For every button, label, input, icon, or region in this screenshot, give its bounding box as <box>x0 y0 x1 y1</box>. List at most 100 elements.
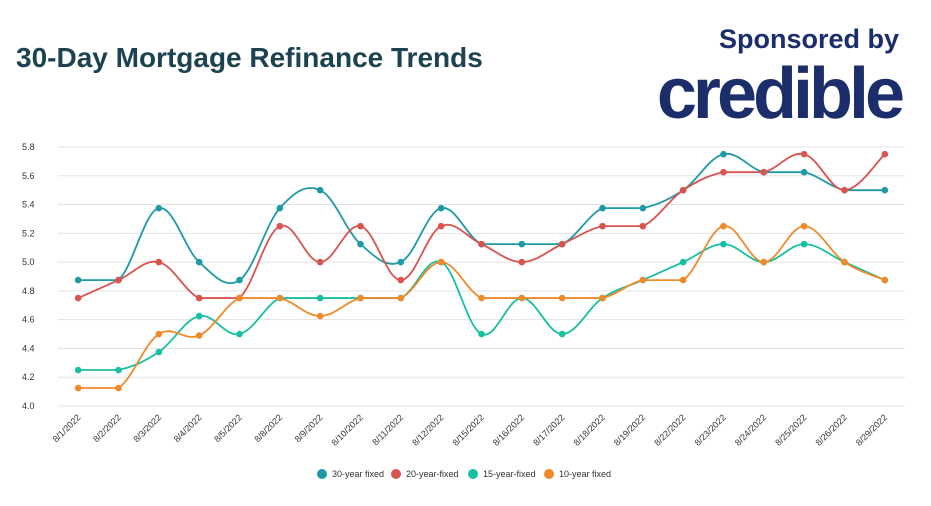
x-tick-label: 8/16/2022 <box>491 412 526 447</box>
data-point[interactable] <box>478 240 485 248</box>
data-point[interactable] <box>720 168 727 176</box>
x-tick-label: 8/24/2022 <box>733 412 768 447</box>
data-point[interactable] <box>639 276 647 284</box>
y-axis-ticks: 4.0 4.2 4.4 4.6 4.8 5.0 5.2 5.4 5.6 5.8 <box>22 142 35 411</box>
data-point[interactable] <box>599 294 606 302</box>
data-point[interactable] <box>639 222 647 230</box>
data-point[interactable] <box>679 276 687 284</box>
data-point[interactable] <box>236 276 243 284</box>
data-point[interactable] <box>881 186 889 194</box>
data-point[interactable] <box>478 330 485 338</box>
x-tick-label: 8/29/2022 <box>854 412 889 447</box>
data-point[interactable] <box>800 222 808 230</box>
data-point[interactable] <box>115 276 122 284</box>
data-point[interactable] <box>518 258 526 266</box>
x-tick-label: 8/19/2022 <box>612 412 647 447</box>
data-point[interactable] <box>841 258 848 266</box>
data-point[interactable] <box>195 258 203 266</box>
data-point[interactable] <box>720 222 727 230</box>
data-point[interactable] <box>74 276 82 284</box>
legend-label: 15-year-fixed <box>483 469 536 479</box>
data-point[interactable] <box>397 276 405 284</box>
data-point[interactable] <box>115 366 122 374</box>
data-point[interactable] <box>518 240 526 248</box>
x-tick-label: 8/23/2022 <box>693 412 728 447</box>
data-point[interactable] <box>155 348 163 356</box>
x-tick-label: 8/15/2022 <box>451 412 486 447</box>
x-tick-label: 8/22/2022 <box>652 412 687 447</box>
data-point[interactable] <box>437 258 445 266</box>
data-point[interactable] <box>558 294 566 302</box>
data-point[interactable] <box>155 330 163 338</box>
data-point[interactable] <box>155 204 163 212</box>
data-point[interactable] <box>195 332 203 339</box>
data-point[interactable] <box>236 294 243 302</box>
y-tick-label: 4.6 <box>22 315 35 325</box>
legend-swatch <box>317 469 327 479</box>
data-point[interactable] <box>437 204 445 212</box>
data-point[interactable] <box>558 330 566 338</box>
data-point[interactable] <box>357 240 364 248</box>
data-point[interactable] <box>357 222 364 230</box>
data-point[interactable] <box>316 258 324 266</box>
data-point[interactable] <box>558 240 566 248</box>
legend-label: 20-year-fixed <box>406 469 459 479</box>
credible-logo: credible <box>656 54 905 134</box>
legend-label: 30-year fixed <box>332 469 384 479</box>
series-lines <box>77 153 886 389</box>
data-point[interactable] <box>276 222 284 230</box>
data-point[interactable] <box>195 294 203 302</box>
data-point[interactable] <box>236 330 243 338</box>
data-point[interactable] <box>397 294 405 302</box>
data-point[interactable] <box>115 384 122 392</box>
data-point[interactable] <box>397 258 405 266</box>
y-tick-label: 5.0 <box>22 257 35 267</box>
data-point[interactable] <box>599 222 606 230</box>
x-tick-label: 8/5/2022 <box>212 412 244 444</box>
y-tick-label: 5.8 <box>22 142 35 152</box>
data-point[interactable] <box>316 186 324 194</box>
data-point[interactable] <box>478 294 485 302</box>
data-point[interactable] <box>720 150 727 158</box>
data-point[interactable] <box>316 312 324 320</box>
data-point[interactable] <box>639 204 647 212</box>
data-point[interactable] <box>841 186 848 194</box>
x-tick-label: 8/1/2022 <box>51 412 83 444</box>
data-point[interactable] <box>679 258 687 266</box>
data-point[interactable] <box>599 204 606 212</box>
data-point[interactable] <box>276 294 284 302</box>
x-tick-label: 8/10/2022 <box>330 412 365 447</box>
series-line-0 <box>78 153 885 285</box>
data-point[interactable] <box>760 258 768 266</box>
data-point[interactable] <box>316 294 324 302</box>
data-point[interactable] <box>276 204 284 212</box>
y-tick-label: 4.2 <box>22 372 35 382</box>
data-point[interactable] <box>679 186 687 194</box>
x-tick-label: 8/12/2022 <box>410 412 445 447</box>
x-tick-label: 8/11/2022 <box>370 412 405 447</box>
data-point[interactable] <box>518 294 526 302</box>
data-point[interactable] <box>195 312 203 320</box>
data-point[interactable] <box>881 276 889 284</box>
x-tick-label: 8/9/2022 <box>293 412 325 444</box>
data-point[interactable] <box>74 384 82 392</box>
data-point[interactable] <box>760 168 768 176</box>
x-tick-label: 8/26/2022 <box>814 412 849 447</box>
data-point[interactable] <box>74 366 82 374</box>
data-point[interactable] <box>437 222 445 230</box>
data-point[interactable] <box>800 168 808 176</box>
chart-title: 30-Day Mortgage Refinance Trends <box>16 42 483 73</box>
data-point[interactable] <box>720 240 727 248</box>
data-point[interactable] <box>74 294 82 302</box>
sponsor-label: Sponsored by <box>718 24 899 54</box>
data-point[interactable] <box>800 150 808 158</box>
data-point[interactable] <box>881 150 889 158</box>
data-point[interactable] <box>800 240 808 248</box>
data-point[interactable] <box>357 294 364 302</box>
data-point[interactable] <box>155 258 163 266</box>
x-tick-label: 8/2/2022 <box>91 412 123 444</box>
y-tick-label: 4.4 <box>22 343 35 353</box>
legend-swatch <box>544 469 554 479</box>
legend-swatch <box>468 469 478 479</box>
